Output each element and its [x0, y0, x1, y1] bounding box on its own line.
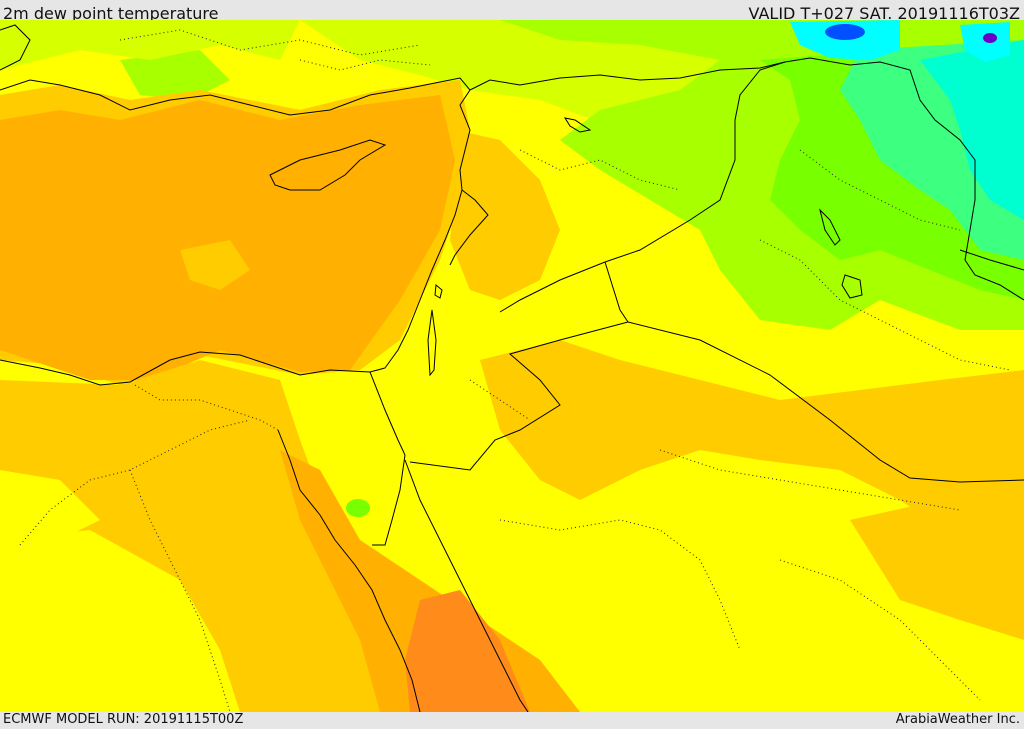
border-iran-iraq — [784, 57, 1024, 301]
coast-aegean — [0, 24, 31, 71]
field-redsea-deep — [405, 590, 530, 712]
province-turkey-1 — [119, 29, 421, 56]
coast-sinai-west — [277, 429, 421, 712]
field-arabia-amber — [480, 340, 1024, 560]
coast-assad — [563, 117, 592, 133]
field-se-amber — [850, 500, 1024, 640]
border-syria-iraq — [499, 61, 786, 313]
field-ne-cyan-2 — [960, 22, 1010, 62]
province-saudi-2 — [659, 449, 961, 511]
field-levant-amber — [450, 130, 560, 300]
province-egypt-3 — [129, 469, 231, 712]
border-turkey-syria — [469, 61, 786, 91]
coast-turkey — [0, 77, 471, 191]
province-jordan-1 — [469, 379, 531, 421]
border-syria-lebanon — [449, 189, 489, 266]
coast-arabia-redsea — [404, 459, 529, 712]
field-ne-blue — [825, 24, 865, 40]
field-ne-purple — [983, 33, 997, 43]
coast-egypt — [0, 351, 371, 386]
coast-deadsea — [427, 309, 437, 377]
country-borders — [369, 57, 1024, 483]
credit-label: ArabiaWeather Inc. — [895, 712, 1020, 727]
model-run: ECMWF MODEL RUN: 20191115T00Z — [3, 712, 244, 727]
field-ne-turquoise — [920, 40, 1024, 220]
coastlines — [0, 24, 1024, 712]
coast-galilee — [434, 284, 443, 299]
dew-point-map — [0, 20, 1024, 712]
coast-levant — [369, 189, 463, 373]
field-nw-green — [120, 50, 230, 100]
coast-tharthar — [819, 208, 841, 246]
valid-time: VALID T+027 SAT. 20191116T03Z — [748, 4, 1020, 23]
province-lines — [19, 29, 1011, 712]
border-iraq-saudi — [627, 321, 1024, 483]
field-turkey-ygreen — [0, 20, 300, 70]
coast-gulf-arabia — [959, 249, 1024, 271]
map-title: 2m dew point temperature — [3, 4, 219, 23]
field-med-orange — [0, 95, 455, 380]
field-egypt-yellow — [0, 530, 240, 712]
province-turkey-2 — [299, 59, 431, 71]
footer-bar: ECMWF MODEL RUN: 20191115T00Z ArabiaWeat… — [0, 712, 1024, 729]
header-bar: 2m dew point temperature VALID T+027 SAT… — [0, 0, 1024, 23]
field-arabia-yellow-patch — [600, 500, 760, 620]
field-sinai-green — [346, 499, 370, 517]
field-med-inner-amber — [180, 240, 250, 290]
province-syria-1 — [519, 149, 681, 191]
coast-sinai-east — [372, 454, 406, 546]
coast-cyprus — [269, 139, 387, 191]
province-egypt-1 — [134, 384, 279, 431]
field-redsea-orange — [280, 450, 580, 712]
border-egypt-israel — [369, 371, 406, 456]
coast-razazza — [841, 274, 863, 299]
border-jordan-saudi — [409, 321, 629, 471]
province-iraq-2 — [759, 239, 1011, 371]
province-saudi-1 — [499, 519, 741, 651]
border-iraq-jordan-saudi — [604, 261, 629, 323]
